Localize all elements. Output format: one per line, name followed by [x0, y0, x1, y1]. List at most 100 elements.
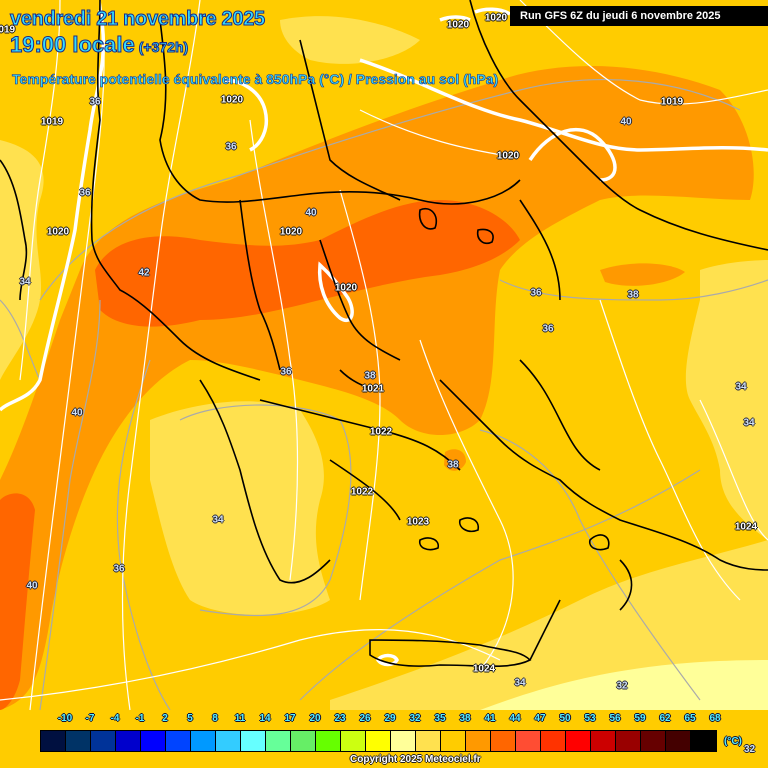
thetae-label: 36: [79, 187, 91, 199]
thetae-label: 36: [113, 563, 125, 575]
legend-swatch: [116, 731, 141, 751]
legend-tick: 56: [609, 713, 621, 724]
isobar-label: 1024: [472, 663, 496, 675]
color-legend: [40, 730, 717, 752]
isobar-label: 1020: [46, 226, 70, 238]
legend-tick: 44: [509, 713, 521, 724]
legend-tick: 32: [409, 713, 421, 724]
legend-swatch: [41, 731, 66, 751]
thetae-label: 36: [542, 323, 554, 335]
legend-swatch: [91, 731, 116, 751]
map-subtitle: Température potentielle équivalente à 85…: [12, 71, 499, 88]
legend-tick: 47: [534, 713, 546, 724]
band-38-41-greece-spot: [444, 449, 466, 471]
legend-swatch: [341, 731, 366, 751]
legend-swatch: [216, 731, 241, 751]
isobar-label: 1020: [334, 282, 358, 294]
thetae-label: 40: [26, 580, 38, 592]
legend-tick: -4: [110, 713, 120, 724]
legend-tick: 17: [284, 713, 296, 724]
legend-tick: 35: [434, 713, 446, 724]
legend-swatch: [141, 731, 166, 751]
isobar-label: 1019: [0, 24, 16, 36]
isobar-label: 1023: [406, 516, 430, 528]
legend-tick: 14: [259, 713, 271, 724]
thetae-label: 40: [305, 207, 317, 219]
forecast-date: vendredi 21 novembre 2025: [10, 8, 266, 31]
band-41-44-north: [95, 200, 520, 327]
isobar-label: 1024: [734, 521, 758, 533]
legend-swatch: [291, 731, 316, 751]
legend-swatch: [591, 731, 616, 751]
legend-tick: 53: [584, 713, 596, 724]
band-29-32-se: [480, 660, 768, 710]
legend-swatch: [691, 731, 716, 751]
legend-tick: -1: [135, 713, 145, 724]
thetae-label: 38: [364, 370, 376, 382]
legend-swatch: [466, 731, 491, 751]
isobar-label: 1020: [446, 19, 470, 31]
band-32-35-topmid: [280, 16, 420, 64]
forecast-local-time: 19:00 locale: [10, 32, 136, 58]
thetae-label: 36: [280, 366, 292, 378]
legend-tick: 11: [234, 713, 246, 724]
legend-tick: 59: [634, 713, 646, 724]
legend-swatch: [391, 731, 416, 751]
thetae-label: 36: [530, 287, 542, 299]
legend-tick: 8: [212, 713, 218, 724]
legend-ticks: -10 -7 -4 -1 2 5 8 11 14 17 20 23 26 29 32 35 38 41 44 47 50…: [40, 713, 740, 727]
isobar-label: 1022: [350, 486, 374, 498]
legend-tick: 26: [359, 713, 371, 724]
legend-swatch: [316, 731, 341, 751]
isobars: [0, 0, 768, 711]
band-41-44-sw: [0, 493, 35, 710]
model-run-info: Run GFS 6Z du jeudi 6 novembre 2025: [510, 6, 768, 26]
legend-tick: -10: [57, 713, 73, 724]
band-32-35-east: [685, 260, 768, 540]
thetae-label: 38: [447, 459, 459, 471]
legend-tick: 50: [559, 713, 571, 724]
legend-swatch: [491, 731, 516, 751]
band-32-35-west: [0, 140, 44, 380]
legend-tick: 23: [334, 713, 346, 724]
legend-tick: -7: [85, 713, 95, 724]
legend-unit: (°C): [724, 736, 742, 747]
forecast-time: 19:00 locale (+372h): [10, 32, 189, 58]
thetae-label: 34: [514, 677, 526, 689]
legend-tick: 2: [162, 713, 168, 724]
legend-swatch: [166, 731, 191, 751]
isobar-label: 1020: [496, 150, 520, 162]
legend-swatch: [241, 731, 266, 751]
thetae-label: 34: [743, 417, 755, 429]
legend-swatch: [516, 731, 541, 751]
legend-swatch: [66, 731, 91, 751]
thetae-label: 34: [19, 276, 31, 288]
forecast-lead-time: (+372h): [138, 39, 189, 56]
thetae-label: 36: [225, 141, 237, 153]
isobar-label: 1019: [660, 96, 684, 108]
legend-swatch: [191, 731, 216, 751]
legend-swatch: [441, 731, 466, 751]
legend-tick: 65: [684, 713, 696, 724]
legend-unit-extra: 32: [744, 744, 756, 755]
isobar-label: 1021: [361, 383, 385, 395]
legend-swatch: [416, 731, 441, 751]
thetae-label: 42: [138, 267, 150, 279]
legend-swatch: [616, 731, 641, 751]
thetae-label: 34: [212, 514, 224, 526]
isobar-label: 1022: [369, 426, 393, 438]
legend-swatch: [641, 731, 666, 751]
legend-tick: 29: [384, 713, 396, 724]
thetae-label: 36: [89, 96, 101, 108]
legend-swatch: [666, 731, 691, 751]
thetae-contours: [0, 79, 768, 711]
thetae-label: 32: [616, 680, 628, 692]
band-32-35-greece: [150, 401, 330, 615]
thetae-label: 38: [627, 289, 639, 301]
band-38-41-east: [600, 263, 685, 286]
thetae-label: 40: [71, 407, 83, 419]
legend-tick: 62: [659, 713, 671, 724]
isobar-label: 1020: [220, 94, 244, 106]
thetae-label: 40: [620, 116, 632, 128]
